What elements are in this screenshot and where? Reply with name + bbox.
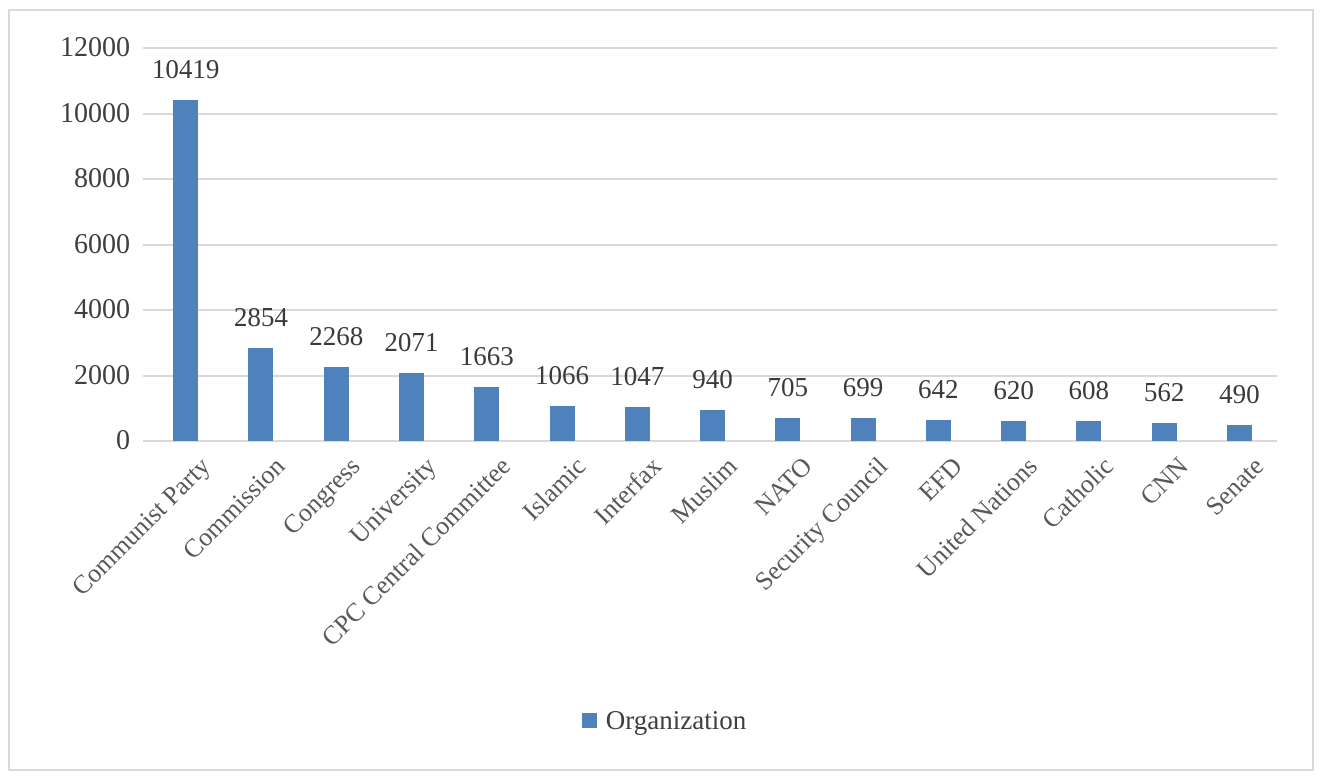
bar-value-label: 642	[918, 374, 959, 404]
x-axis-category-label: CNN	[1134, 451, 1194, 511]
gridline	[143, 374, 1277, 377]
gridline	[143, 243, 1277, 246]
gridline	[143, 112, 1277, 115]
bar	[700, 410, 725, 441]
bar	[775, 417, 801, 441]
x-axis-category-label: Muslim	[664, 451, 743, 530]
bar-value-label: 1047	[610, 360, 665, 391]
bar	[1226, 425, 1252, 441]
bar	[398, 373, 424, 441]
y-axis-tick-label: 8000	[74, 163, 130, 194]
bar-value-label: 608	[1068, 375, 1110, 406]
legend: Organization	[0, 702, 1328, 738]
bar-value-label: 1663	[459, 340, 514, 371]
bar-value-label: 2854	[233, 301, 288, 332]
chart-border	[8, 9, 1314, 771]
bar-value-label: 1066	[535, 360, 589, 391]
x-axis-category-label: Security Council	[748, 451, 893, 596]
y-axis-tick-label: 12000	[60, 32, 130, 63]
bar-value-label: 562	[1143, 376, 1185, 407]
y-axis-tick-label: 6000	[74, 228, 130, 260]
y-axis-tick-label: 10000	[60, 97, 130, 129]
y-axis-tick-label: 2000	[74, 359, 130, 391]
y-axis-tick-label: 0	[116, 425, 130, 456]
legend-swatch-icon	[581, 712, 597, 728]
bar-value-label: 490	[1219, 379, 1260, 409]
bar	[474, 386, 500, 441]
bar	[248, 347, 274, 441]
bar	[173, 99, 199, 441]
bar-value-label: 2071	[384, 327, 439, 358]
bar	[624, 406, 650, 441]
bar	[1076, 421, 1102, 441]
bar	[549, 406, 575, 441]
bar	[1151, 422, 1177, 441]
x-axis-category-label: NATO	[748, 451, 818, 521]
bar-value-label: 10419	[151, 53, 220, 84]
bar-value-label: 705	[767, 371, 809, 402]
gridline	[143, 178, 1277, 180]
legend-label: Organization	[605, 705, 747, 735]
gridline	[143, 47, 1277, 49]
x-axis-category-label: Islamic	[517, 451, 592, 526]
bar	[323, 366, 349, 441]
bar-value-label: 2268	[309, 320, 364, 351]
gridline	[143, 309, 1277, 311]
y-axis-tick-label: 4000	[74, 294, 130, 325]
x-axis-category-label: Senate	[1199, 451, 1270, 521]
bar-value-label: 940	[692, 364, 733, 395]
x-axis-category-label: Interfax	[588, 451, 668, 530]
x-axis-category-label: Catholic	[1035, 451, 1119, 535]
bar	[850, 418, 876, 441]
bar-value-label: 620	[993, 374, 1034, 405]
bar-value-label: 699	[842, 372, 884, 403]
x-axis-line	[143, 440, 1277, 442]
x-axis-category-label: EFD	[912, 451, 969, 507]
bar	[1001, 420, 1027, 441]
bar	[925, 420, 951, 441]
